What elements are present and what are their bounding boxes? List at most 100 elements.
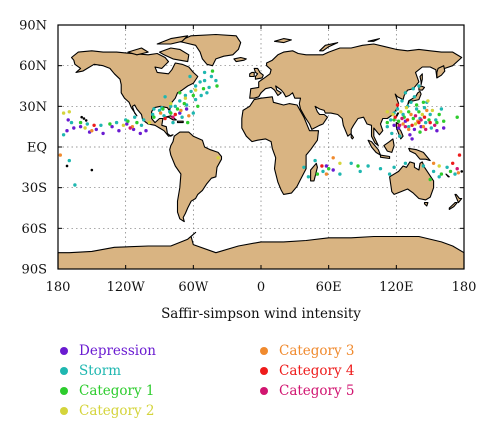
storm-point-storm (169, 104, 173, 109)
storm-point-category-2 (404, 106, 409, 110)
storm-point-storm (434, 118, 438, 122)
storm-point-category-2 (399, 110, 403, 114)
storm-point-category-1 (414, 103, 419, 107)
storm-point-storm (358, 169, 362, 174)
storm-point-depression (65, 129, 69, 133)
x-tick-label: 60W (178, 280, 209, 295)
storm-point-category-2 (147, 120, 152, 125)
x-tick-label: 180 (452, 280, 477, 295)
legend-item-category-3: Category 3 (260, 342, 355, 360)
x-tick-label: 120E (379, 280, 413, 295)
storm-point-category-4 (92, 123, 96, 128)
storm-point-storm (188, 74, 192, 79)
storm-point-storm (306, 175, 311, 179)
storm-point-storm (366, 164, 370, 168)
land-kamchatka (436, 65, 446, 79)
land-borneo (383, 138, 395, 153)
legend-label: Category 2 (79, 403, 155, 419)
storm-point-storm (411, 87, 415, 91)
storm-point-category-1 (175, 107, 180, 111)
storm-point-storm (189, 89, 193, 94)
storm-point-storm (209, 74, 214, 79)
storm-point-category-1 (407, 110, 411, 114)
storm-point-storm (398, 134, 402, 138)
storm-point-category-2 (413, 122, 418, 126)
storm-point-category-1 (455, 115, 459, 119)
storm-point-depression (78, 125, 83, 129)
land-baffin (158, 47, 190, 63)
storm-point-storm (321, 169, 325, 174)
y-tick-label: EQ (27, 141, 47, 156)
land-java (379, 154, 391, 160)
storm-point-storm (61, 133, 66, 137)
storm-point-storm (429, 126, 433, 130)
storm-point-depression (442, 126, 446, 130)
land-new-guinea (408, 147, 431, 162)
storm-point-category-4 (417, 120, 421, 125)
storm-point-depression (396, 126, 401, 130)
storm-point-storm (407, 125, 411, 129)
land-severnaya (367, 38, 380, 42)
storm-point-storm (385, 125, 389, 129)
legend-label: Category 4 (279, 363, 355, 379)
storm-point-storm (417, 84, 421, 88)
legend-item-category-2: Category 2 (60, 402, 155, 420)
storm-point-category-2 (169, 101, 173, 106)
storm-point-category-3 (158, 111, 163, 115)
storm-point-category-2 (338, 161, 342, 165)
storm-point-category-1 (186, 120, 190, 125)
storm-point-storm (401, 112, 405, 117)
land-north-america (70, 50, 199, 137)
storm-point-depression (410, 137, 414, 141)
x-axis-ticks: 180 120W 60W 0 60E 120E 180 (46, 25, 477, 295)
x-tick-label: 120W (107, 280, 146, 295)
storm-point-storm (202, 70, 207, 75)
storm-point-category-3 (58, 153, 62, 157)
island-mark (90, 168, 94, 172)
land-cuba (164, 115, 177, 121)
storm-point-category-5 (400, 116, 404, 121)
land-africa (241, 96, 320, 195)
storm-point-category-1 (108, 122, 112, 126)
land-tasmania (423, 202, 429, 207)
land-madagascar (310, 162, 318, 182)
legend-item-category-5: Category 5 (260, 382, 355, 400)
storm-point-storm (409, 100, 413, 105)
x-axis-title: Saffir-simpson wind intensity (161, 306, 361, 322)
storm-point-depression (138, 131, 142, 136)
storm-point-category-1 (421, 100, 426, 105)
land-new-zealand-north (454, 193, 463, 204)
storm-point-category-3 (331, 156, 335, 160)
storm-point-storm (422, 106, 427, 110)
legend-swatch (60, 347, 68, 355)
storm-point-depression (412, 127, 417, 132)
storm-point-category-5 (455, 167, 459, 171)
storm-point-category-1 (411, 116, 415, 121)
storm-point-category-5 (403, 125, 408, 129)
storm-point-category-4 (163, 116, 167, 121)
storm-point-depression (66, 118, 70, 122)
storm-point-category-1 (161, 107, 165, 111)
land-iceland (233, 56, 247, 63)
storm-point-category-4 (410, 123, 414, 128)
storm-point-category-1 (392, 118, 396, 122)
land-novaya-zemlya (319, 42, 339, 52)
storm-point-storm (163, 95, 167, 99)
storm-point-category-3 (431, 161, 436, 165)
island-mark (65, 164, 69, 168)
y-tick-label: 90N (19, 19, 47, 34)
storm-point-depression (178, 111, 182, 115)
legend-label: Category 5 (279, 383, 355, 399)
y-tick-label: 60N (19, 59, 47, 74)
storm-point-storm (302, 165, 306, 169)
land-masses (57, 33, 465, 270)
storm-point-storm (453, 172, 457, 176)
legend-label: Depression (79, 343, 156, 359)
storm-point-storm (133, 115, 137, 119)
storm-point-storm (392, 165, 396, 169)
storm-point-category-1 (210, 69, 215, 73)
land-australia (389, 161, 435, 201)
storm-point-category-4 (457, 153, 462, 157)
storm-point-category-4 (320, 164, 324, 168)
